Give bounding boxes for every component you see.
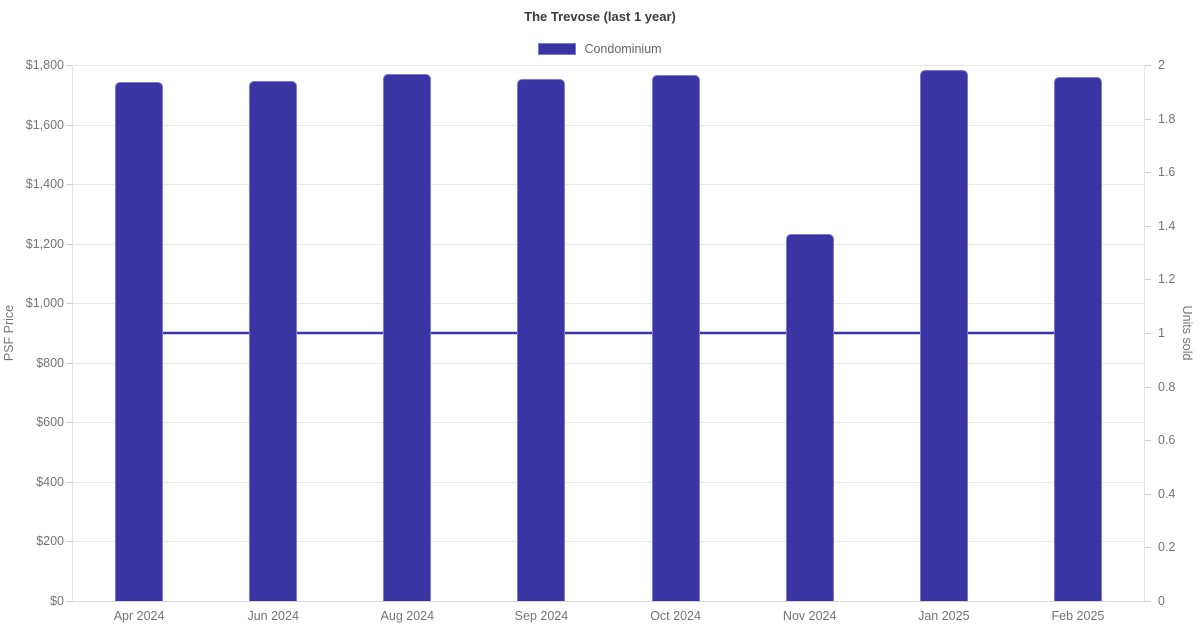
left-axis-tick: [66, 243, 72, 245]
right-axis-tick: [1145, 547, 1151, 549]
x-axis-label: Oct 2024: [650, 609, 701, 623]
right-axis-tick: [1145, 225, 1151, 227]
units-sold-line: [139, 331, 1078, 335]
right-axis-tick-label: 1.8: [1158, 111, 1176, 126]
bar-oct-2024: [651, 75, 700, 601]
right-axis-tick-label: 0.4: [1158, 486, 1176, 501]
left-axis-tick: [66, 481, 72, 483]
right-axis-tick-label: 0.2: [1158, 540, 1176, 555]
x-axis-label: Sep 2024: [514, 609, 569, 623]
left-axis-tick-label: $200: [36, 534, 64, 549]
bar-apr-2024: [115, 82, 164, 601]
legend-swatch-condominium: [538, 43, 577, 55]
left-axis-tick: [66, 541, 72, 543]
legend-label-condominium: Condominium: [584, 42, 662, 56]
left-axis-tick-label: $1,000: [25, 296, 64, 311]
left-axis-tick-label: $1,200: [25, 236, 64, 251]
right-axis-tick: [1145, 65, 1151, 66]
right-axis-title: Units sold: [1180, 305, 1194, 361]
bar-jan-2025: [919, 70, 968, 601]
right-axis-tick-label: 1.4: [1158, 218, 1176, 233]
left-axis-tick: [66, 422, 72, 424]
right-axis-tick: [1145, 172, 1151, 174]
x-axis-label: Jan 2025: [918, 609, 970, 623]
bar-nov-2024: [785, 234, 834, 601]
gridline: [72, 184, 1145, 186]
left-axis-tick: [66, 124, 72, 126]
right-axis-tick: [1145, 493, 1151, 495]
gridline: [72, 124, 1145, 126]
gridline: [72, 481, 1145, 483]
right-axis-tick-label: 0.6: [1158, 433, 1176, 448]
right-axis-tick: [1145, 440, 1151, 442]
bar-jun-2024: [249, 81, 298, 601]
left-axis-tick: [66, 184, 72, 186]
x-axis-label: Aug 2024: [380, 609, 435, 623]
bar-sep-2024: [517, 78, 566, 601]
right-axis-tick-label: 1: [1158, 326, 1165, 340]
right-axis-tick-label: 0: [1158, 594, 1165, 608]
right-axis-tick-label: 2: [1158, 58, 1165, 72]
gridline: [72, 422, 1145, 424]
left-axis-tick: [66, 65, 72, 66]
left-axis-tick: [66, 601, 72, 602]
right-axis-line: [1144, 65, 1145, 601]
x-axis-label: Apr 2024: [113, 609, 165, 623]
bar-feb-2025: [1053, 77, 1102, 601]
x-axis-label: Jun 2024: [247, 609, 299, 623]
left-axis-tick-label: $400: [36, 474, 64, 489]
left-axis-tick: [66, 362, 72, 364]
left-axis-tick-label: $0: [50, 594, 64, 608]
right-axis-tick: [1145, 601, 1151, 602]
left-axis-title: PSF Price: [2, 304, 16, 362]
left-axis-tick-label: $600: [36, 415, 64, 430]
right-axis-tick: [1145, 279, 1151, 281]
x-axis-line: [72, 601, 1145, 602]
plot-area: [66, 65, 1151, 602]
gridline: [72, 362, 1145, 364]
gridline: [72, 303, 1145, 305]
chart-title: The Trevose (last 1 year): [524, 9, 676, 24]
right-axis-tick-label: 1.6: [1158, 165, 1176, 180]
chart-legend: Condominium: [0, 42, 1200, 56]
gridline: [72, 65, 1145, 66]
right-axis-tick: [1145, 118, 1151, 120]
bar-aug-2024: [383, 73, 432, 601]
left-axis-tick-label: $1,600: [25, 117, 64, 132]
left-axis-tick-label: $1,400: [25, 177, 64, 192]
x-axis-label: Nov 2024: [782, 609, 837, 623]
gridline: [72, 541, 1145, 543]
left-axis-line: [72, 65, 73, 601]
x-axis-label: Feb 2025: [1051, 609, 1105, 623]
right-axis-tick-label: 0.8: [1158, 379, 1176, 394]
left-axis-tick-label: $1,800: [25, 58, 64, 72]
right-axis-tick: [1145, 333, 1151, 334]
right-axis-tick-label: 1.2: [1158, 272, 1176, 287]
left-axis-tick: [66, 303, 72, 305]
right-axis-tick: [1145, 386, 1151, 388]
left-axis-tick-label: $800: [36, 355, 64, 370]
gridline: [72, 243, 1145, 245]
